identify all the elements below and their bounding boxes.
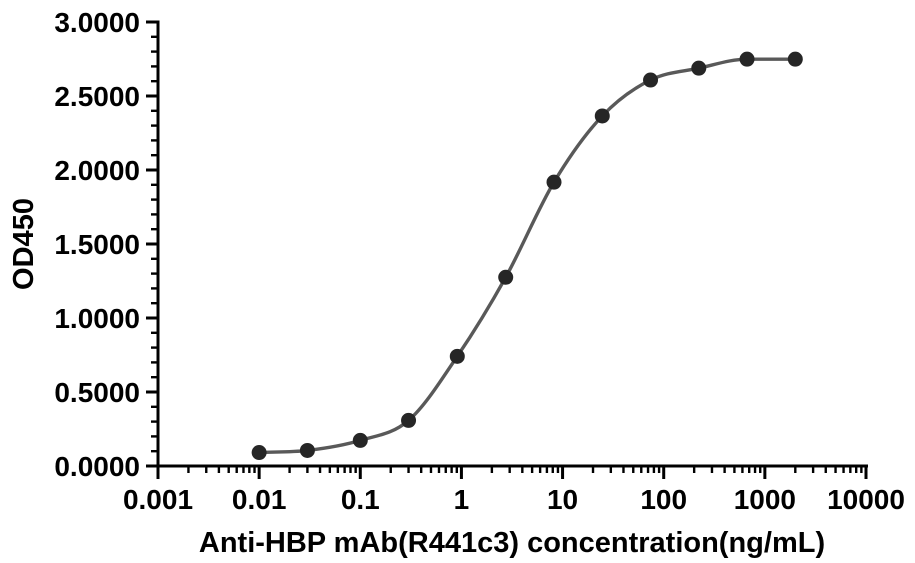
series-layer — [251, 51, 803, 461]
x-tick-label: 100 — [640, 484, 687, 515]
x-tick-label: 0.1 — [341, 484, 380, 515]
y-tick-label: 1.5000 — [54, 229, 140, 260]
y-tick-label: 1.0000 — [54, 303, 140, 334]
tick-label-layer: 0.0000 0.5000 1.0000 1.5000 2.0000 2.5000 3.00… — [54, 7, 905, 515]
data-point — [352, 432, 368, 448]
data-point — [449, 348, 465, 364]
y-tick-label: 0.0000 — [54, 451, 140, 482]
data-point — [401, 412, 417, 428]
y-tick-label: 2.5000 — [54, 81, 140, 112]
data-point — [691, 60, 707, 76]
y-tick-label: 3.0000 — [54, 7, 140, 38]
x-tick-label: 0.01 — [232, 484, 287, 515]
data-point — [739, 51, 755, 67]
tick-layer — [146, 20, 868, 479]
data-point — [251, 445, 267, 461]
x-tick-label: 10 — [547, 484, 578, 515]
data-point — [546, 174, 562, 190]
data-point — [643, 72, 659, 88]
x-tick-label: 0.001 — [123, 484, 193, 515]
x-tick-label: 1 — [454, 484, 470, 515]
x-tick-label: 1000 — [734, 484, 796, 515]
y-tick-label: 2.0000 — [54, 155, 140, 186]
x-axis-title: Anti-HBP mAb(R441c3) concentration(ng/mL… — [199, 527, 825, 559]
data-point — [594, 108, 610, 124]
data-point — [299, 442, 315, 458]
axis-layer — [156, 20, 868, 468]
data-point — [787, 51, 803, 67]
data-point — [498, 269, 514, 285]
y-tick-label: 0.5000 — [54, 377, 140, 408]
x-tick-label: 10000 — [827, 484, 905, 515]
y-axis-title: OD450 — [8, 198, 40, 290]
series-curve — [257, 57, 797, 455]
